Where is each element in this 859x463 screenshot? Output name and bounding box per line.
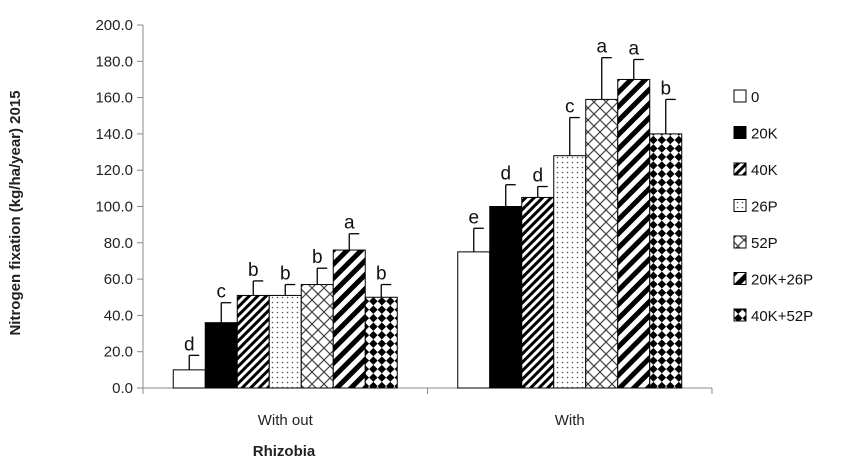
x-axis-title: Rhizobia <box>253 443 316 460</box>
significance-label: e <box>468 207 479 228</box>
significance-label: d <box>500 164 511 185</box>
y-tick-label: 120.0 <box>95 162 133 179</box>
legend-label: 40K+52P <box>751 308 813 325</box>
legend-swatch <box>733 162 747 176</box>
bars <box>172 57 683 389</box>
bar <box>172 369 206 389</box>
y-tick-label: 180.0 <box>95 53 133 70</box>
legend-label: 26P <box>751 199 778 216</box>
significance-label: b <box>660 78 671 99</box>
significance-label: d <box>532 166 543 187</box>
legend-swatch <box>733 272 747 285</box>
significance-label: d <box>184 334 195 355</box>
significance-label: b <box>280 264 291 285</box>
legend-swatch <box>733 235 747 249</box>
significance-label: c <box>217 282 227 303</box>
y-tick-label: 160.0 <box>95 90 133 107</box>
bar <box>364 296 398 389</box>
bar <box>236 294 270 389</box>
legend-label: 20K <box>751 126 778 143</box>
y-tick-label: 0.0 <box>112 380 133 397</box>
y-tick-label: 140.0 <box>95 126 133 143</box>
bar <box>585 98 619 389</box>
significance-label: b <box>248 260 259 281</box>
significance-label: a <box>596 37 607 58</box>
bar <box>649 133 683 389</box>
significance-label: c <box>565 97 575 118</box>
y-tick-label: 80.0 <box>104 235 133 252</box>
significance-label: b <box>312 247 323 268</box>
bar <box>300 284 334 389</box>
legend-label: 40K <box>751 162 778 179</box>
significance-label: a <box>628 38 639 59</box>
legend-label: 20K+26P <box>751 272 813 289</box>
bar <box>204 322 238 389</box>
legend-swatch <box>733 199 747 212</box>
legend-swatch <box>733 308 747 322</box>
bar <box>617 78 651 389</box>
bar <box>553 155 587 389</box>
bar <box>457 251 491 389</box>
legend-swatch <box>733 89 747 103</box>
y-tick-label: 100.0 <box>95 199 133 216</box>
y-tick-label: 200.0 <box>95 17 133 34</box>
y-tick-label: 20.0 <box>104 344 133 361</box>
legend-label: 0 <box>751 89 759 106</box>
bar <box>489 206 523 389</box>
y-axis-title: Nitrogen fixation (kg/ha/year) 2015 <box>7 90 24 335</box>
bar <box>521 196 555 389</box>
category-label: With <box>555 412 585 429</box>
bar <box>268 294 302 389</box>
category-label: With out <box>258 412 314 429</box>
bar <box>332 249 366 389</box>
significance-label: b <box>376 264 387 285</box>
legend-label: 52P <box>751 235 778 252</box>
y-tick-label: 40.0 <box>104 307 133 324</box>
legend-swatch <box>733 126 747 139</box>
significance-label: a <box>344 213 355 234</box>
legend: 0 20K 40K 26P 52P 20K+26P 40K+52P <box>733 89 813 325</box>
y-tick-label: 60.0 <box>104 271 133 288</box>
